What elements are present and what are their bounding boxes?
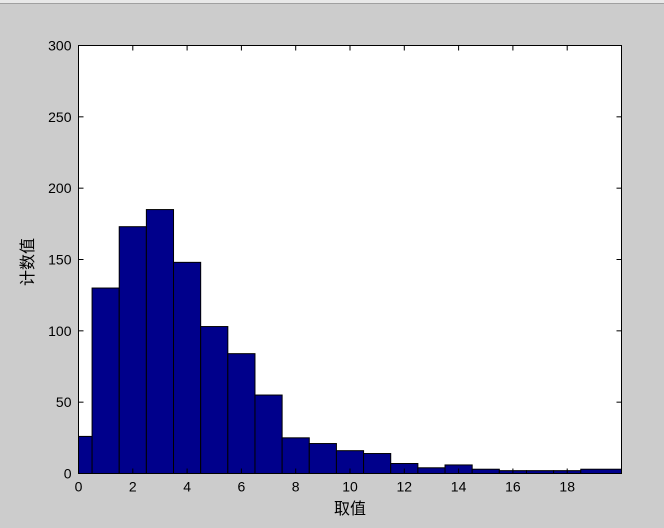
- y-axis-label: 计数值: [18, 238, 37, 286]
- x-axis-label: 取值: [334, 499, 366, 518]
- x-tick-label: 2: [129, 479, 137, 495]
- histogram-bar: [363, 453, 392, 475]
- window-top-edge: [0, 0, 664, 4]
- x-tick-label: 4: [183, 479, 191, 495]
- histogram-bar: [471, 468, 500, 475]
- histogram-bar: [227, 353, 256, 474]
- x-tick-label: 6: [238, 479, 246, 495]
- x-tick-label: 10: [342, 479, 358, 495]
- histogram-bar: [145, 209, 175, 474]
- y-tick-label: 150: [48, 252, 72, 268]
- x-tick-label: 16: [505, 479, 521, 495]
- x-tick-label: 8: [292, 479, 300, 495]
- x-tick-label: 12: [397, 479, 413, 495]
- bars-group: [78, 209, 623, 475]
- y-tick-label: 50: [56, 394, 72, 410]
- y-tick-label: 300: [48, 38, 72, 54]
- histogram-bar: [308, 443, 337, 475]
- x-tick-label: 14: [451, 479, 467, 495]
- x-tick-label: 0: [75, 479, 83, 495]
- y-tick-label: 0: [64, 466, 72, 482]
- histogram-bar: [254, 394, 283, 474]
- histogram-bar: [118, 226, 147, 474]
- y-tick-label: 250: [48, 109, 72, 125]
- histogram-bar: [281, 437, 310, 475]
- histogram-bar: [173, 261, 202, 474]
- ticks-group: 0 2 4 6 8 10 12 14 16 18 0 50 100 150 200 250 300: [48, 38, 622, 495]
- histogram-bar: [580, 468, 623, 475]
- x-tick-label: 18: [559, 479, 575, 495]
- histogram-bar: [417, 467, 446, 475]
- histogram-bar: [200, 326, 229, 475]
- histogram-bar: [78, 435, 93, 475]
- histogram-bar: [91, 287, 120, 474]
- y-tick-label: 200: [48, 180, 72, 196]
- y-tick-label: 100: [48, 323, 72, 339]
